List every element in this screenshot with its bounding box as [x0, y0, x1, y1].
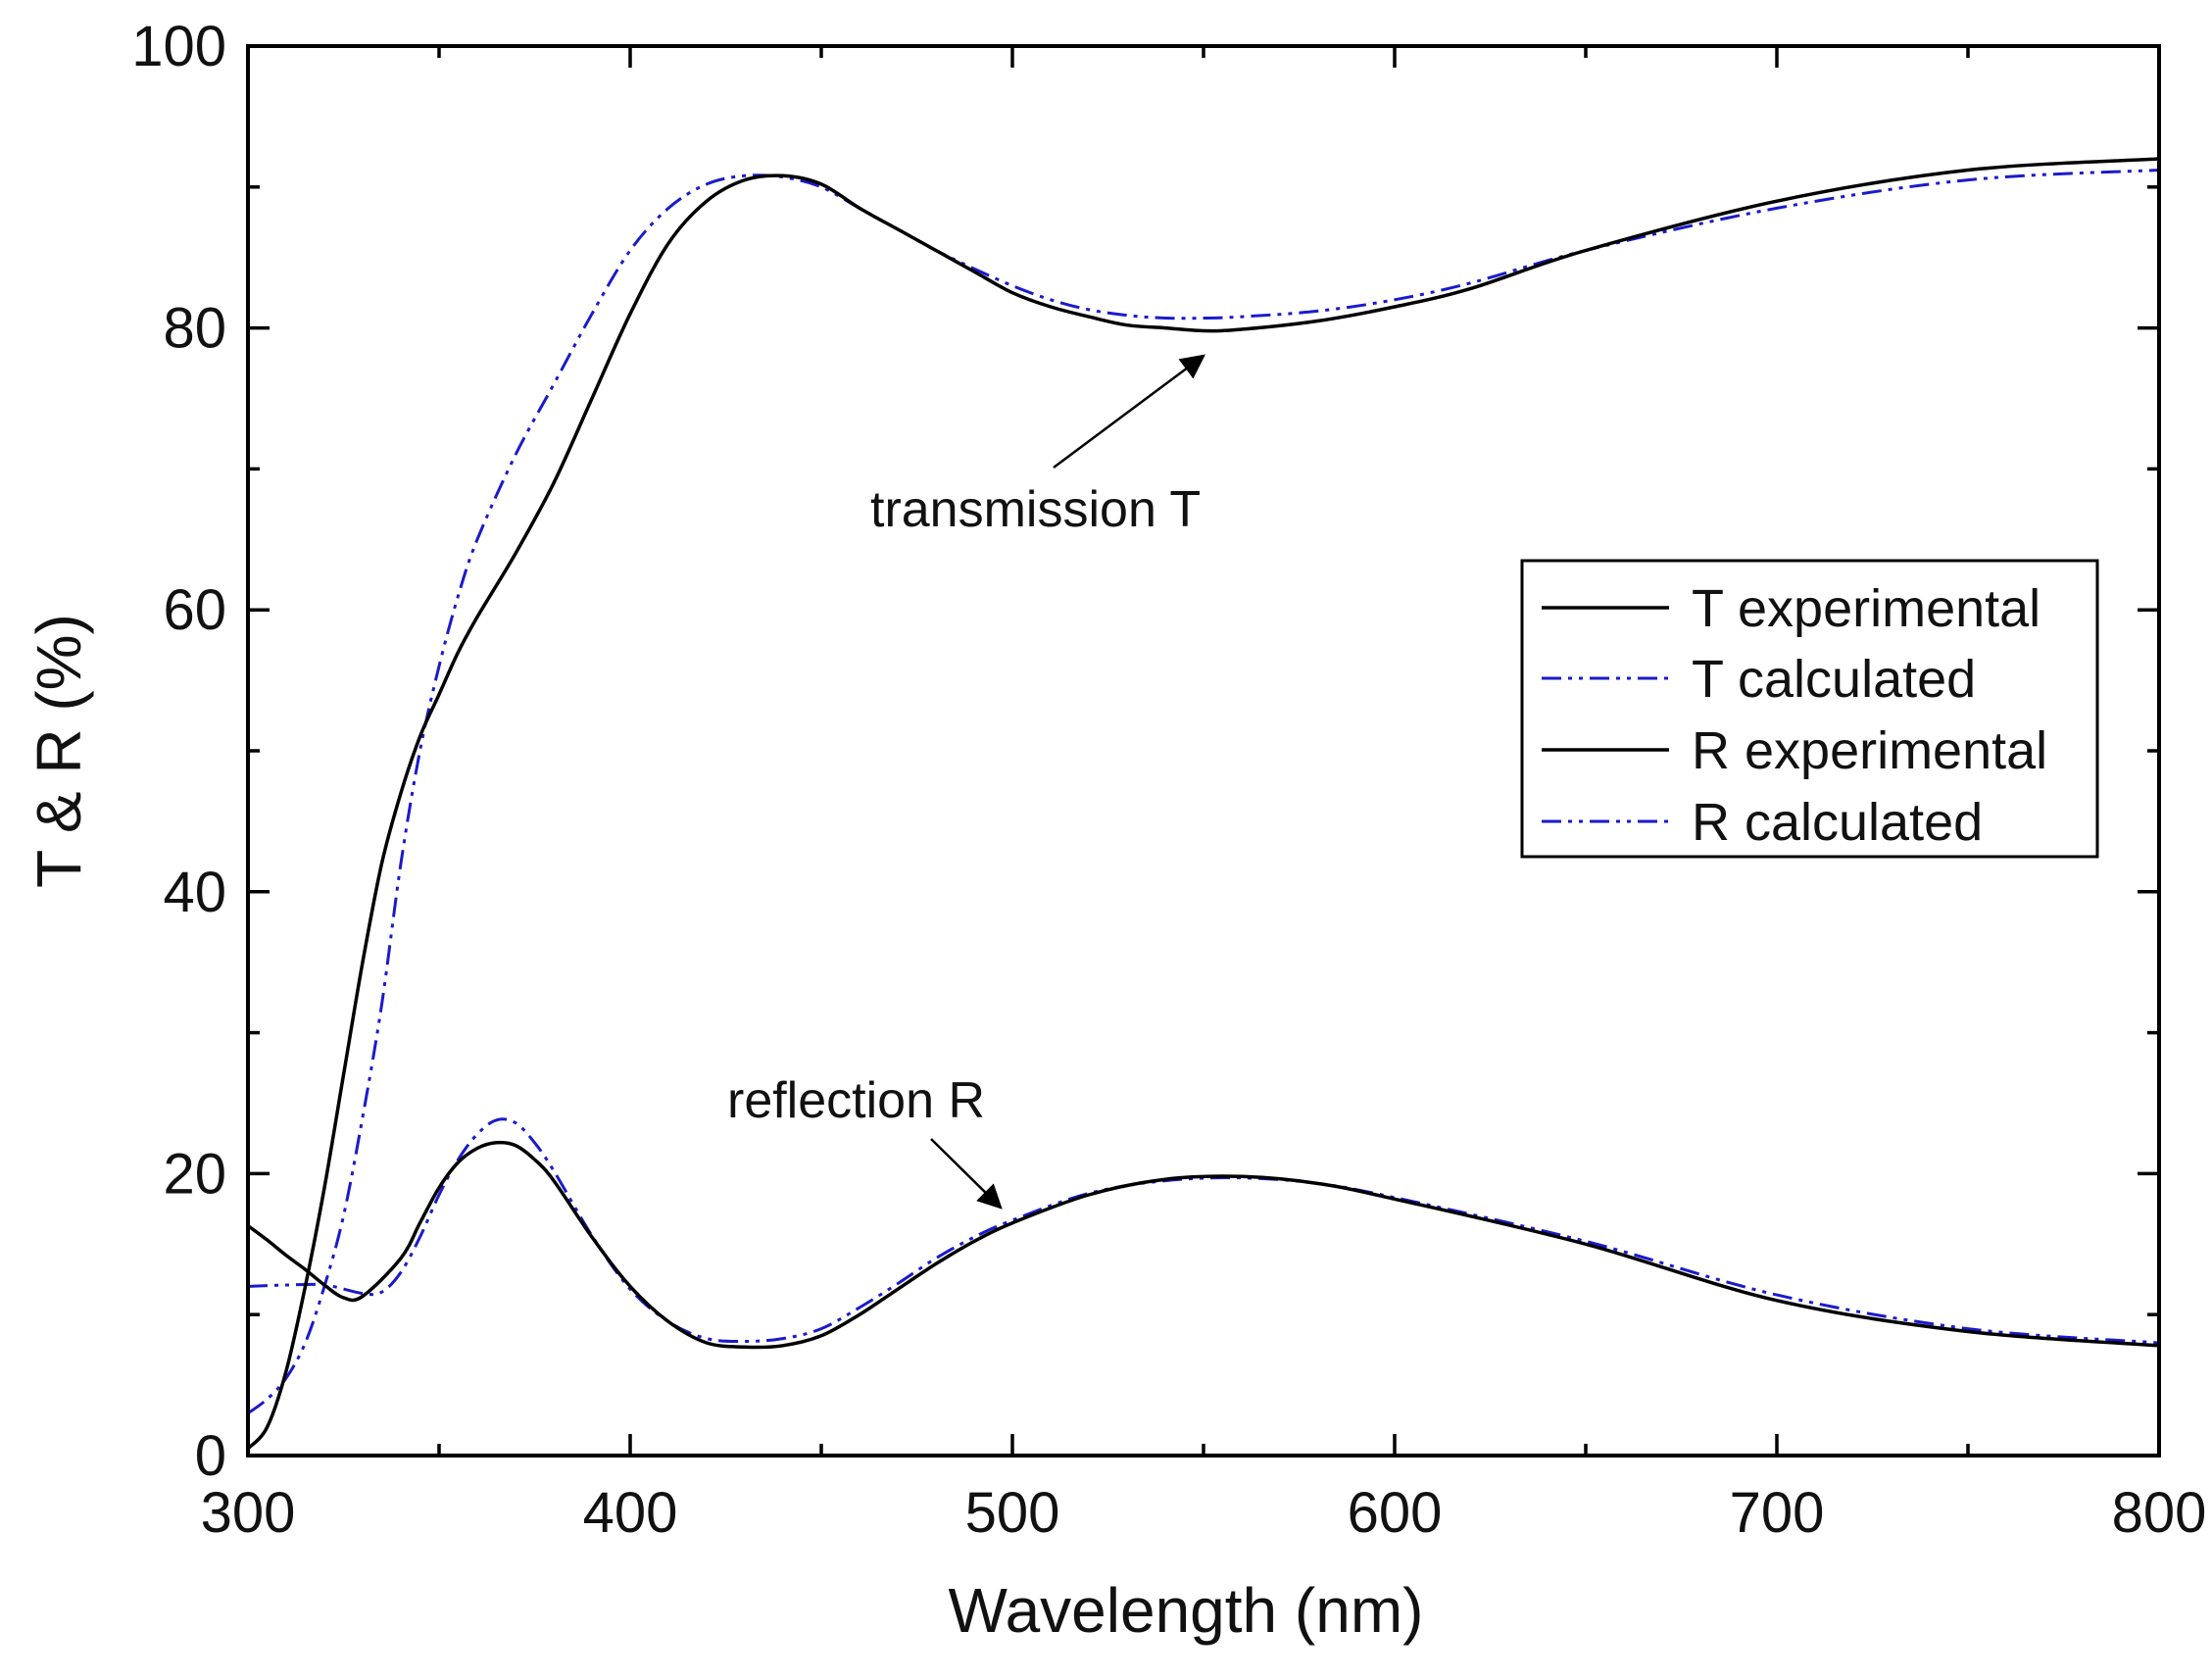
annotation-transmission-label: transmission T — [870, 481, 1201, 538]
x-tick-label: 600 — [1348, 1481, 1443, 1545]
legend-label-r-experimental: R experimental — [1692, 721, 2047, 780]
x-tick-label: 300 — [201, 1481, 296, 1545]
x-tick-label: 400 — [583, 1481, 678, 1545]
annotation-transmission-arrow — [1053, 354, 1206, 469]
annotation-reflection: reflection R — [727, 1072, 1003, 1210]
x-axis-title: Wavelength (nm) — [949, 1575, 1424, 1646]
y-tick-label: 40 — [163, 861, 226, 924]
legend: T experimental T calculated R experiment… — [1520, 559, 2099, 859]
annotation-reflection-label: reflection R — [727, 1072, 985, 1129]
plot-frame — [246, 44, 2161, 1458]
annotation-transmission: transmission T — [870, 354, 1206, 538]
y-tick-label: 0 — [195, 1424, 226, 1488]
legend-label-t-experimental: T experimental — [1692, 579, 2040, 638]
x-tick-label: 800 — [2112, 1481, 2207, 1545]
plot-series — [246, 157, 2160, 1451]
series-line-t-experimental — [246, 157, 2160, 1451]
legend-box — [1520, 559, 2099, 859]
y-tick-label: 100 — [131, 15, 226, 78]
tick-labels: 300 400 500 600 700 800 0 20 40 60 80 100 — [131, 15, 2206, 1545]
series-line-r-calculated — [247, 1117, 2160, 1345]
series-line-r-experimental — [246, 1140, 2160, 1350]
y-axis-title: T & R (%) — [24, 614, 94, 888]
legend-label-r-calculated: R calculated — [1692, 793, 1983, 852]
x-tick-label: 700 — [1730, 1481, 1825, 1545]
y-tick-label: 60 — [163, 578, 226, 642]
x-tick-label: 500 — [965, 1481, 1060, 1545]
annotation-reflection-arrow — [930, 1138, 1003, 1210]
y-tick-label: 20 — [163, 1142, 226, 1206]
legend-label-t-calculated: T calculated — [1692, 650, 1976, 709]
y-tick-label: 80 — [163, 297, 226, 361]
